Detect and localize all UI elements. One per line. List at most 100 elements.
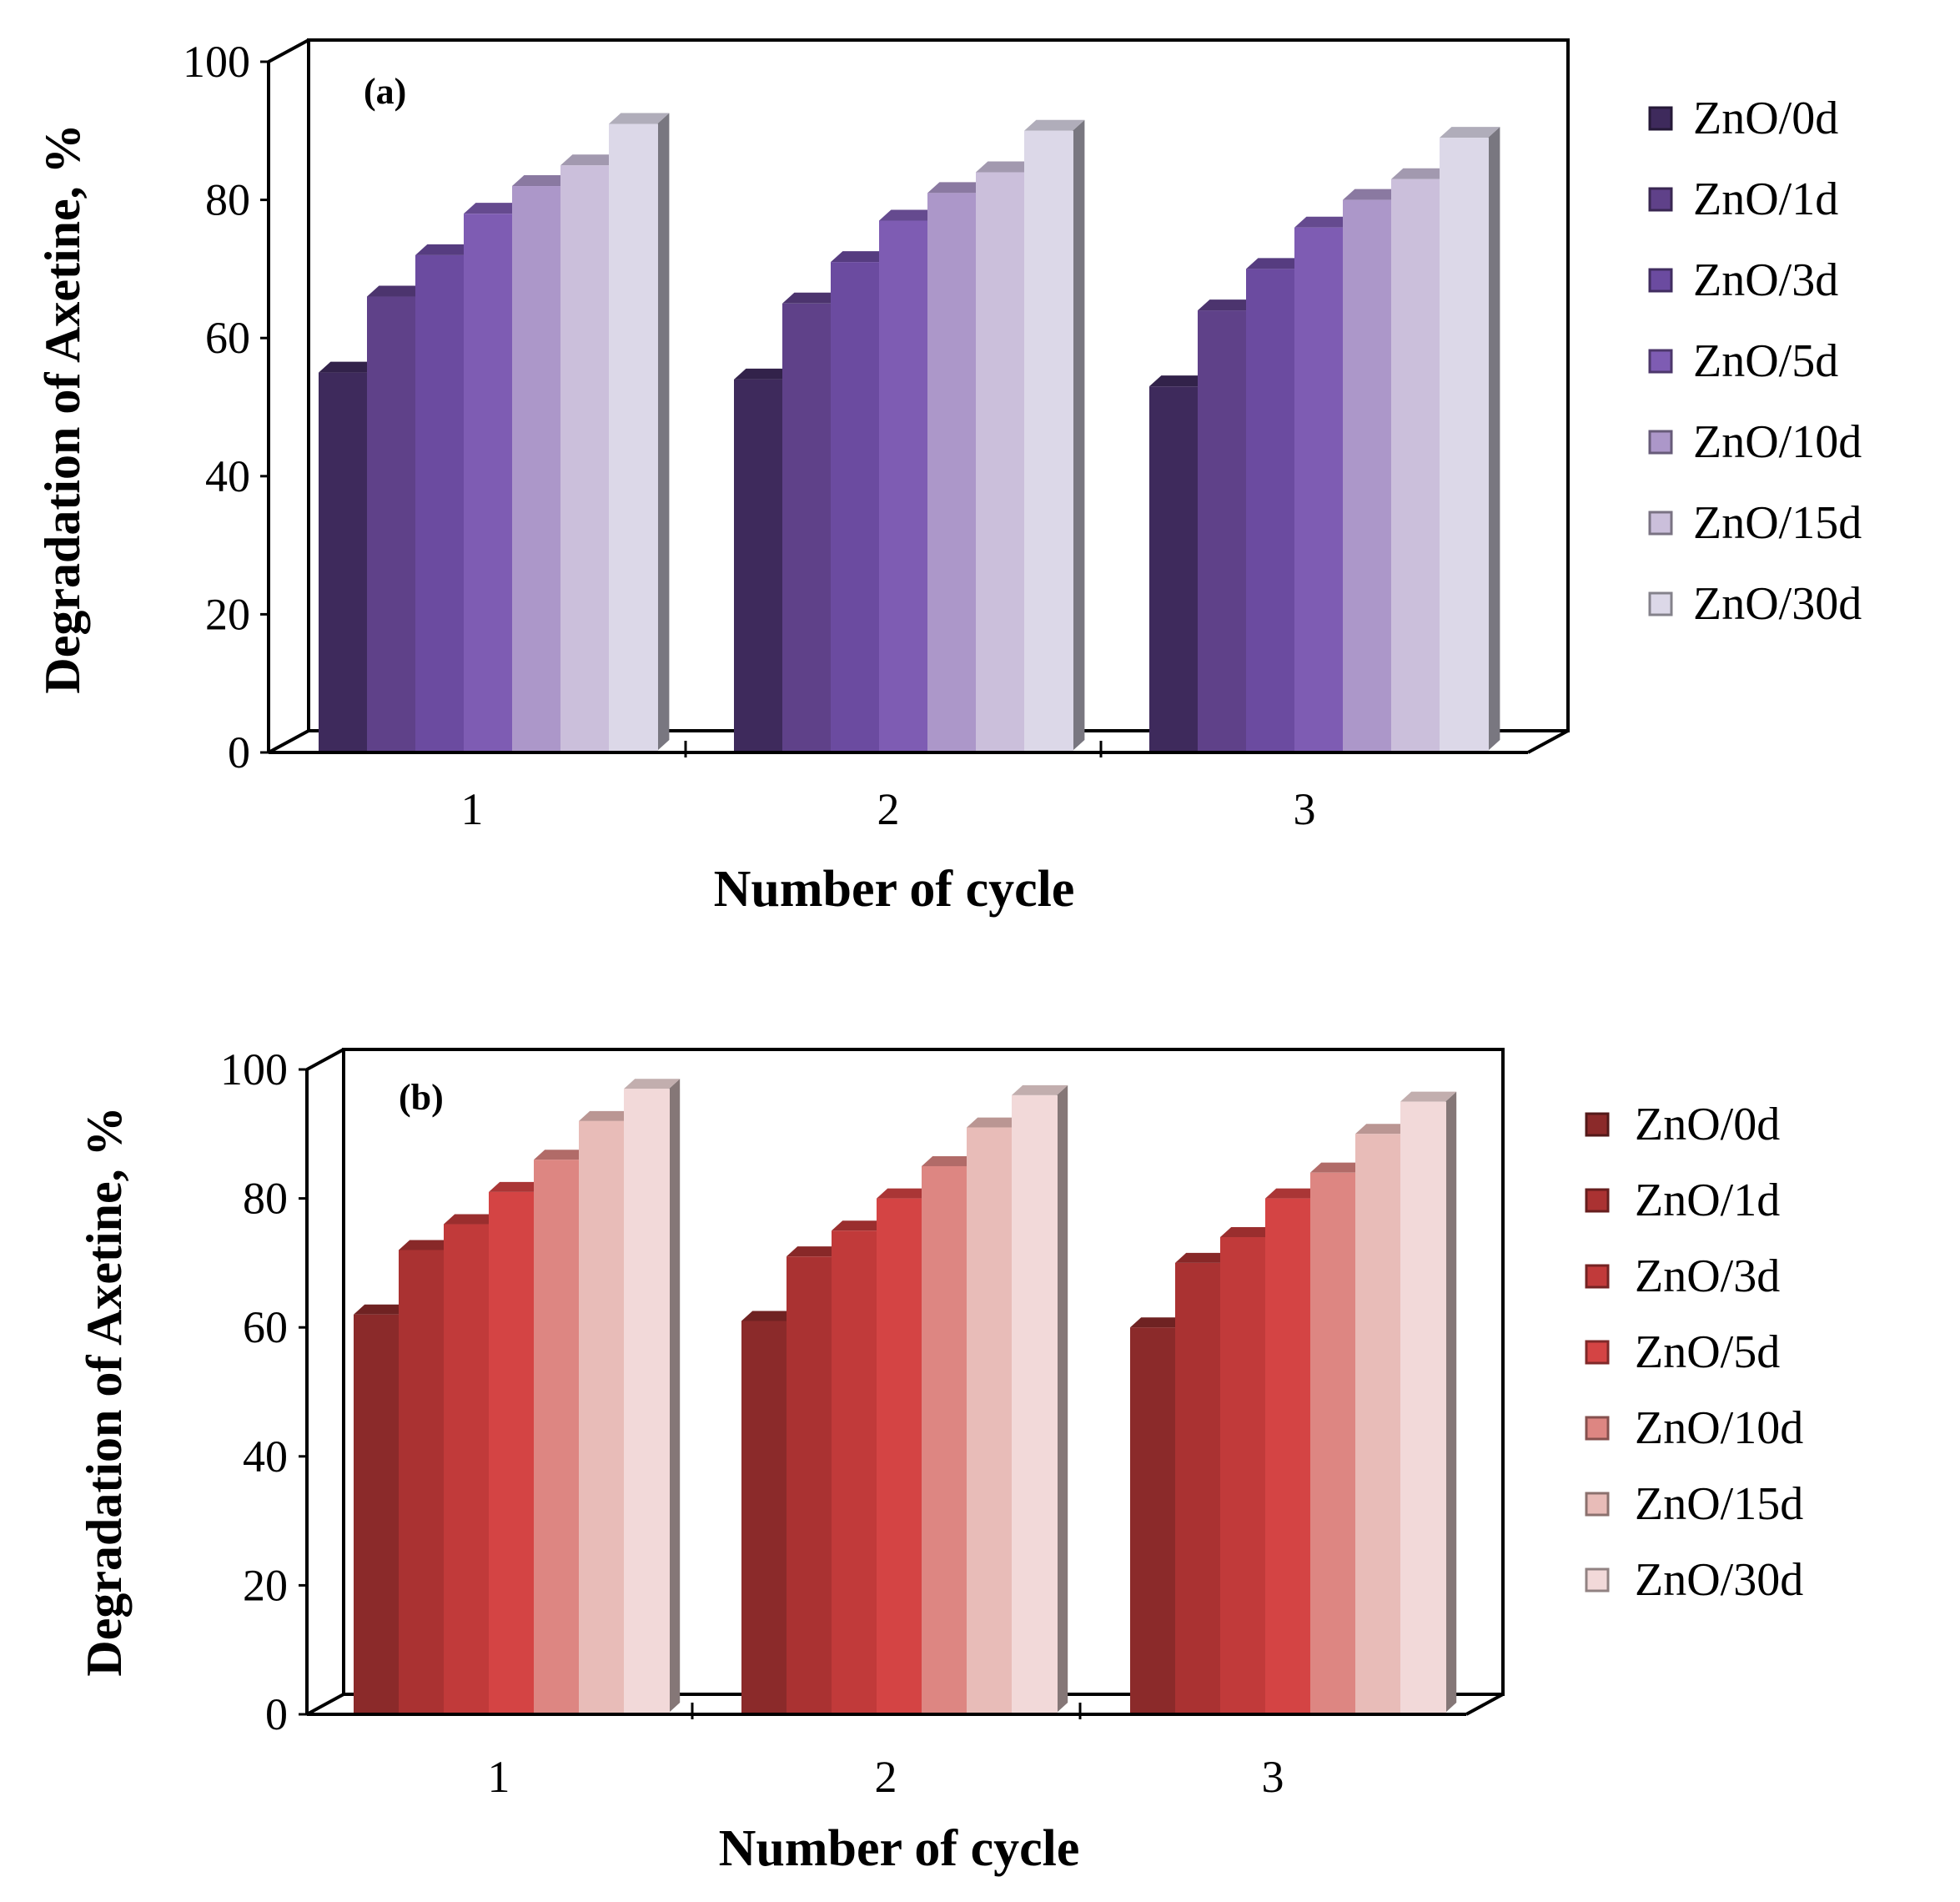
bar-zno-10d-cycle-3 <box>1343 189 1404 752</box>
legend-swatch <box>1585 1264 1610 1289</box>
bar-zno-1d-cycle-2 <box>787 1246 843 1713</box>
bar-top-face <box>319 361 379 373</box>
legend: ZnO/0d ZnO/1d ZnO/3d ZnO/5d ZnO/10d ZnO/15d Zn… <box>1648 93 1862 630</box>
bar-front-face <box>1294 227 1344 752</box>
bar-zno-30d-cycle-1 <box>624 1079 681 1713</box>
bar-top-face <box>489 1181 545 1192</box>
bar-top-face <box>1175 1252 1232 1263</box>
y-tick-label: 40 <box>205 451 250 501</box>
bar-top-face <box>1355 1124 1412 1135</box>
bar-zno-0d-cycle-2 <box>734 368 795 751</box>
bar-front-face <box>1343 199 1392 752</box>
y-tick-label: 80 <box>205 175 250 225</box>
y-tick-label: 20 <box>243 1560 288 1610</box>
bar-top-face <box>399 1240 455 1250</box>
legend-swatch <box>1648 106 1673 131</box>
bar-zno-3d-cycle-2 <box>832 1220 888 1713</box>
bar-top-face <box>1400 1091 1457 1102</box>
bar-front-face <box>354 1314 400 1713</box>
chart-panel-a: 0 20 40 60 80 100 1 2 3 (a) Degradation of Axet… <box>35 37 1862 918</box>
bar-front-face <box>877 1198 922 1713</box>
bar-front-face <box>1024 130 1073 752</box>
y-axis: 0 20 40 60 80 100 <box>220 1044 307 1739</box>
bar-zno-5d-cycle-1 <box>489 1181 545 1713</box>
bar-front-face <box>782 303 832 751</box>
bar-top-face <box>877 1188 933 1199</box>
bar-group <box>319 113 1500 752</box>
x-tick-label: 2 <box>877 784 900 834</box>
bar-top-face <box>354 1304 410 1315</box>
bar-top-face <box>579 1110 636 1121</box>
bar-top-face <box>560 154 621 166</box>
bar-front-face <box>534 1160 580 1713</box>
bar-top-face <box>1220 1226 1277 1237</box>
legend-label: ZnO/5d <box>1693 335 1838 387</box>
y-axis-title: Degradation of Axetine, % <box>35 123 90 693</box>
bar-top-face <box>976 161 1037 173</box>
bar-front-face <box>579 1120 625 1713</box>
legend-label: ZnO/1d <box>1635 1175 1780 1226</box>
legend-item: ZnO/1d <box>1648 174 1838 225</box>
bar-front-face <box>512 186 561 752</box>
bar-top-face <box>1198 299 1259 311</box>
bar-side-face <box>1445 1091 1457 1713</box>
bar-front-face <box>624 1089 670 1713</box>
bar-front-face <box>787 1256 832 1713</box>
bar-zno-5d-cycle-3 <box>1294 216 1355 752</box>
bar-top-face <box>1294 216 1355 228</box>
bar-front-face <box>464 214 513 751</box>
bar-zno-15d-cycle-3 <box>1355 1124 1412 1713</box>
bar-top-face <box>1024 119 1085 131</box>
legend-label: ZnO/30d <box>1635 1554 1803 1606</box>
bar-side-face <box>1488 127 1500 751</box>
legend-swatch <box>1585 1567 1610 1593</box>
y-axis: 0 20 40 60 80 100 <box>183 37 269 777</box>
bar-front-face <box>922 1165 967 1713</box>
bar-side-face <box>1057 1084 1068 1713</box>
bar-group <box>354 1079 1457 1713</box>
bar-front-face <box>367 296 416 751</box>
bar-zno-5d-cycle-1 <box>464 203 525 751</box>
legend-label: ZnO/10d <box>1693 416 1862 468</box>
bar-top-face <box>1440 127 1500 138</box>
bar-zno-15d-cycle-2 <box>976 161 1037 752</box>
bar-zno-5d-cycle-2 <box>879 209 940 751</box>
bar-zno-3d-cycle-2 <box>831 251 892 751</box>
bar-front-face <box>1220 1236 1266 1713</box>
legend-item: ZnO/0d <box>1648 93 1838 144</box>
legend-swatch <box>1585 1416 1610 1441</box>
legend-label: ZnO/30d <box>1693 578 1862 630</box>
bar-top-face <box>782 292 843 304</box>
legend-item: ZnO/5d <box>1585 1326 1780 1378</box>
bar-zno-5d-cycle-3 <box>1265 1188 1322 1713</box>
bar-side-face <box>669 1079 681 1713</box>
x-tick-label: 1 <box>488 1752 510 1802</box>
bar-zno-30d-cycle-1 <box>609 113 670 751</box>
bar-top-face <box>1343 189 1404 200</box>
bar-top-face <box>787 1246 843 1257</box>
bar-zno-10d-cycle-1 <box>512 175 573 752</box>
bar-top-face <box>734 368 795 380</box>
y-tick-label: 100 <box>220 1044 288 1094</box>
bar-zno-10d-cycle-2 <box>922 1155 978 1713</box>
legend-swatch <box>1585 1112 1610 1137</box>
legend: ZnO/0d ZnO/1d ZnO/3d ZnO/5d ZnO/10d ZnO/15d Zn… <box>1585 1099 1803 1606</box>
bar-front-face <box>1440 138 1489 751</box>
bar-zno-1d-cycle-3 <box>1198 299 1259 752</box>
bar-front-face <box>399 1250 445 1713</box>
legend-label: ZnO/15d <box>1693 497 1862 549</box>
bar-front-face <box>1310 1172 1356 1713</box>
panel-label: (b) <box>399 1077 444 1118</box>
bar-side-face <box>1073 119 1085 752</box>
bar-zno-0d-cycle-3 <box>1130 1317 1187 1713</box>
bar-top-face <box>1310 1162 1367 1173</box>
y-tick-label: 100 <box>183 37 250 87</box>
y-tick-label: 40 <box>243 1432 288 1482</box>
bar-zno-15d-cycle-3 <box>1391 168 1452 751</box>
legend-item: ZnO/15d <box>1648 497 1862 549</box>
bar-zno-1d-cycle-1 <box>367 285 428 751</box>
bar-front-face <box>1400 1101 1446 1713</box>
bar-front-face <box>1265 1198 1311 1713</box>
x-tick-label: 1 <box>461 784 484 834</box>
